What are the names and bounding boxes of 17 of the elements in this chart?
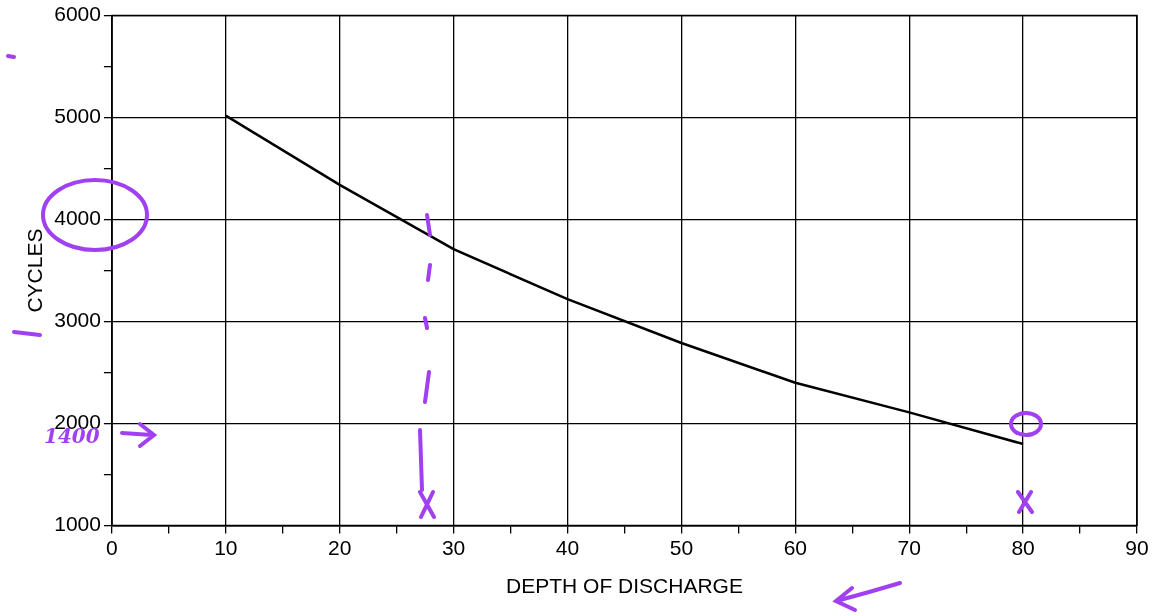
x-tick-label: 90 — [1125, 536, 1149, 559]
x-axis-title: DEPTH OF DISCHARGE — [506, 574, 743, 598]
x-tick-label: 30 — [441, 536, 466, 559]
y-tick-label: 3000 — [54, 308, 101, 332]
y-tick-label: 5000 — [54, 104, 101, 128]
x-tick-label: 0 — [106, 536, 118, 559]
y-tick-label: 1000 — [54, 512, 101, 536]
x-tick-label: 50 — [669, 536, 694, 559]
x-tick-label: 80 — [1011, 536, 1035, 559]
x-tick-label: 60 — [783, 536, 807, 559]
x-tick-label: 40 — [555, 536, 580, 559]
y-tick-label: 4000 — [54, 206, 101, 230]
y-axis-title: CYCLES — [23, 228, 47, 313]
x-tick-label: 20 — [328, 536, 352, 559]
y-tick-label: 6000 — [54, 2, 101, 26]
x-tick-label: 10 — [214, 536, 238, 559]
x-tick-label: 70 — [897, 536, 921, 559]
